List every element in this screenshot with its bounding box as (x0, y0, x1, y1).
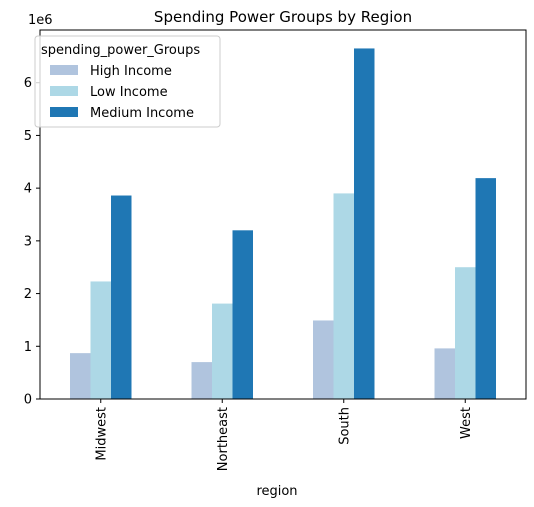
legend: spending_power_Groups High Income Low Inc… (34, 35, 221, 128)
legend-swatch-high-income (50, 65, 78, 75)
y-tick-label: 0 (24, 393, 32, 408)
legend-label-low-income: Low Income (90, 85, 168, 100)
bar-medium-income-northeast (232, 230, 253, 399)
bar-high-income-midwest (70, 353, 91, 399)
y-tick-label: 1 (24, 340, 32, 355)
bars-group (70, 48, 496, 399)
x-tick-label-midwest: Midwest (94, 407, 109, 461)
bar-high-income-west (434, 348, 455, 399)
bar-medium-income-south (354, 48, 375, 399)
bar-low-income-west (455, 267, 476, 399)
x-axis: Midwest Northeast South West (94, 399, 474, 471)
y-tick-label: 5 (24, 129, 32, 144)
x-tick-label-northeast: Northeast (216, 407, 231, 471)
legend-title: spending_power_Groups (41, 43, 200, 58)
bar-medium-income-midwest (111, 195, 132, 399)
y-tick-label: 6 (24, 76, 32, 91)
chart-title: Spending Power Groups by Region (154, 8, 412, 26)
y-offset-label: 1e6 (28, 13, 53, 28)
bar-low-income-northeast (212, 303, 233, 399)
x-tick-label-south: South (337, 407, 352, 445)
plot-frame (39, 29, 527, 400)
x-axis-title: region (256, 484, 297, 499)
legend-items: High Income Low Income Medium Income (50, 64, 194, 121)
y-tick-label: 2 (24, 287, 32, 302)
bar-high-income-south (313, 320, 334, 399)
bar-high-income-northeast (191, 362, 212, 399)
legend-label-high-income: High Income (90, 64, 172, 79)
bar-low-income-midwest (90, 281, 111, 399)
x-tick-label-west: West (459, 407, 474, 439)
y-tick-label: 4 (24, 182, 32, 197)
legend-swatch-low-income (50, 86, 78, 96)
bar-low-income-south (333, 193, 354, 399)
y-axis: 0 1 2 3 4 5 6 (24, 76, 40, 408)
legend-frame (34, 35, 221, 128)
legend-swatch-medium-income (50, 107, 78, 117)
bar-medium-income-west (475, 178, 496, 399)
legend-label-medium-income: Medium Income (90, 106, 194, 121)
y-tick-label: 3 (24, 234, 32, 249)
